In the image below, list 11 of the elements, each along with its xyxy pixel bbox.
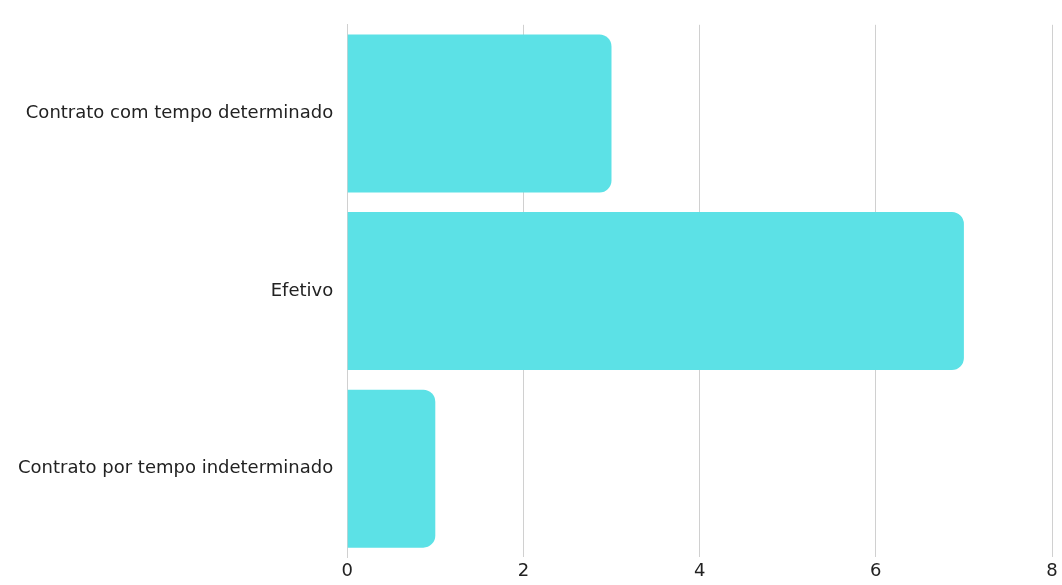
bar	[347, 34, 612, 193]
x-tick-label: 2	[517, 558, 530, 580]
x-tick-label: 4	[693, 558, 706, 580]
x-tick-label: 0	[341, 558, 353, 580]
y-tick-label: Efetivo	[270, 278, 334, 300]
bar	[347, 212, 964, 371]
y-tick-label: Contrato com tempo determinado	[25, 101, 334, 123]
bar	[347, 389, 436, 548]
x-tick-label: 6	[870, 558, 882, 580]
x-tick-label: 8	[1046, 558, 1058, 580]
y-tick-label: Contrato por tempo indeterminado	[17, 456, 334, 478]
